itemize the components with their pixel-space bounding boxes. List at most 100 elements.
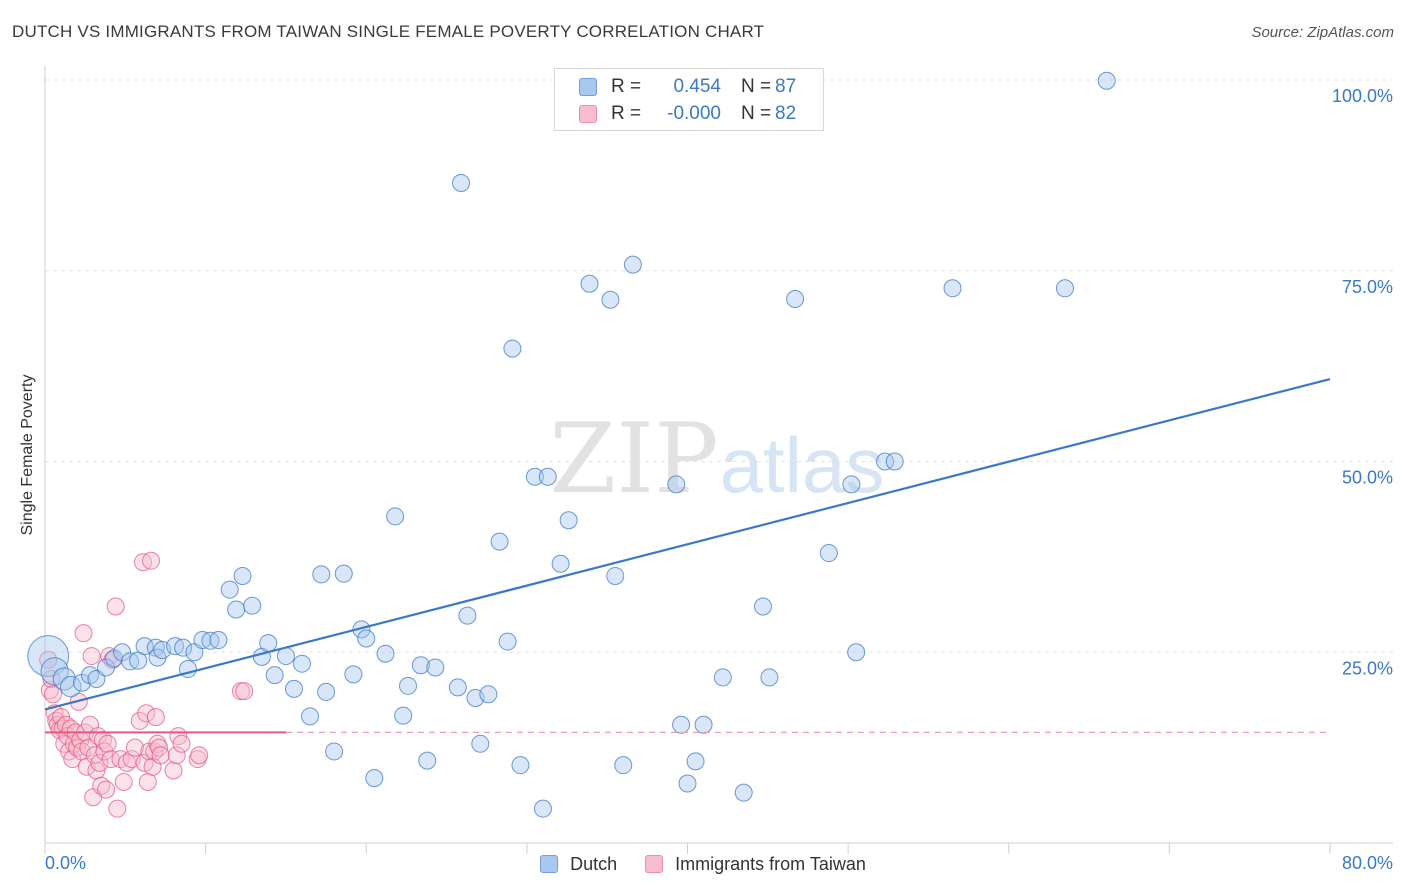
dutch-point [357,629,376,648]
dutch-point [334,564,353,583]
dutch-point [259,634,278,653]
n-value: 82 [775,103,797,124]
taiwan-point [150,738,169,757]
dutch-point [559,511,578,530]
dutch-point [301,707,320,726]
dutch-point [394,706,413,725]
dutch-point [686,752,705,771]
dutch-point [786,289,805,308]
axes [44,66,1393,854]
correlation-legend: R = 0.454 N = 87 R = -0.000 N = 82 [554,68,824,131]
taiwan-point [74,624,93,643]
dutch-point [943,279,962,298]
y-tick-label: 25.0% [1342,658,1393,678]
legend-item-taiwan: Immigrants from Taiwan [645,854,866,875]
dutch-point [885,452,904,471]
taiwan-point [172,734,191,753]
dutch-point [490,532,509,551]
dutch-point [1097,71,1116,90]
dutch-point [27,635,70,677]
dutch-point [448,678,467,697]
dutch-point [713,668,732,687]
dutch-point [458,606,477,625]
taiwan-point [142,551,161,570]
r-label: R = [611,103,642,124]
chart-title: DUTCH VS IMMIGRANTS FROM TAIWAN SINGLE F… [12,22,765,41]
taiwan-point [63,750,82,769]
dutch-point [284,679,303,698]
r-label: R = [611,76,642,97]
taiwan-point [39,650,58,669]
dutch-point [365,769,384,788]
dutch-point [498,632,517,651]
dutch-point [376,644,395,663]
gridlines [45,79,1393,653]
taiwan-point [90,753,109,772]
legend-swatch-dutch [579,78,597,96]
y-tick-label: 100.0% [1332,86,1393,106]
x-tick-label: 80.0% [1342,853,1393,873]
dutch-point [538,467,557,486]
dutch-trend-line [44,378,1331,711]
dutch-point [533,799,552,818]
dutch-point [452,174,471,193]
dutch-point [243,596,262,615]
dutch-point [694,715,713,734]
dutch-point [174,638,193,657]
dutch-point [503,339,522,358]
tick-labels: 25.0% 50.0% 75.0% 100.0% 0.0% 80.0% [45,86,1393,873]
dutch-point [344,665,363,684]
dutch-point [479,685,498,704]
dutch-point [418,751,437,770]
dutch-point [551,554,570,573]
dutch-point [760,668,779,687]
dutch-point [59,675,82,698]
dutch-point [233,566,252,585]
taiwan-point [125,738,144,757]
taiwan-point [164,761,183,780]
legend-swatch-taiwan [579,105,597,123]
dutch-point [426,658,445,677]
dutch-point [511,756,530,775]
n-label: N = [741,103,772,124]
dutch-point [135,637,154,656]
dutch-point [317,682,336,701]
dutch-point [1055,279,1074,298]
dutch-point [819,544,838,563]
dutch-point [471,734,490,753]
y-tick-label: 50.0% [1342,468,1393,488]
taiwan-point [151,746,170,765]
dutch-point [753,597,772,616]
dutch-point [312,565,331,584]
watermark-zip: ZIP [549,403,718,515]
taiwan-point [98,734,117,753]
legend-label-taiwan: Immigrants from Taiwan [675,853,866,874]
series-legend: Dutch Immigrants from Taiwan [0,851,1406,877]
dutch-point [227,600,246,619]
dutch-point [601,290,620,309]
taiwan-point [138,772,157,791]
dutch-point [411,656,430,675]
r-value: -0.000 [667,103,721,124]
taiwan-point [137,704,156,723]
dutch-point [667,475,686,494]
dutch-point [876,452,895,471]
taiwan-point [82,647,101,666]
y-tick-label: 75.0% [1342,277,1393,297]
n-value: 87 [775,76,797,97]
taiwan-point [44,685,63,704]
legend-swatch-dutch [540,855,559,873]
dutch-point [293,654,311,673]
dutch-point [606,566,625,585]
taiwan-point [114,772,133,791]
taiwan-point [146,708,165,727]
trend-lines [44,378,1331,734]
legend-label-dutch: Dutch [570,853,618,874]
legend-row-dutch: R = 0.454 N = 87 [579,75,796,99]
taiwan-point [190,746,209,765]
dutch-point [209,631,228,650]
dutch-point [580,274,599,293]
dutch-point [525,467,544,486]
dutch-point [386,507,405,526]
